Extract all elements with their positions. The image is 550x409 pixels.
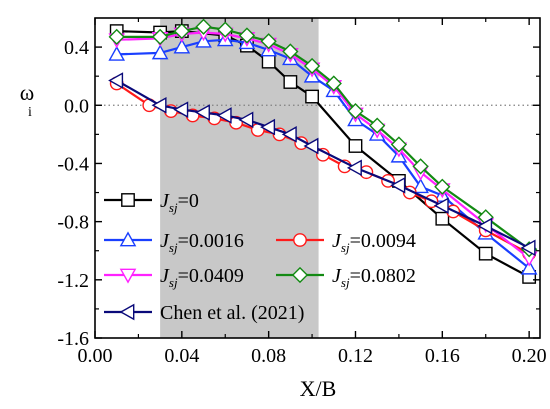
data-point: [412, 158, 429, 175]
plot-frame-layer: [94, 17, 541, 339]
data-point: [217, 21, 234, 38]
legend-entry-0: Jsj=0: [104, 190, 199, 215]
x-tick-label: 0.20: [512, 345, 547, 367]
data-point: [347, 102, 364, 120]
data-point: [173, 38, 191, 54]
x-tick-label: 0.12: [338, 345, 373, 367]
data-point: [325, 75, 342, 92]
legend-entry-1: Jsj=0.0016: [104, 230, 244, 255]
data-point: [260, 33, 277, 50]
data-point: [260, 118, 276, 136]
legend-marker: [119, 268, 137, 284]
x-tick-label: 0.04: [164, 345, 199, 367]
legend: Jsj=0 Jsj=0.0016 Jsj=0.0094 Jsj=0.0409 Jsj=0…: [104, 190, 416, 324]
series-5: [108, 72, 536, 257]
data-point: [108, 45, 126, 61]
data-point: [412, 178, 429, 194]
data-point: [369, 117, 386, 134]
series-layer: [108, 18, 538, 284]
data-point: [478, 246, 493, 261]
y-tick-label: -1.6: [57, 328, 89, 350]
legend-marker: [293, 233, 307, 247]
data-point: [195, 18, 212, 35]
x-tick-label: 0.16: [425, 345, 460, 367]
tick-layer: 0.00 0.04 0.08 0.12 0.16 0.20 0.4 0.0 -0.4 -0.8 -1…: [57, 18, 547, 367]
data-point: [108, 72, 124, 89]
x-tick-label: 0.08: [251, 345, 286, 367]
data-point: [435, 211, 450, 226]
legend-entry-5: Chen et al. (2021): [104, 302, 304, 324]
data-point: [282, 43, 299, 60]
y-tick-label: -0.4: [57, 153, 89, 175]
legend-marker: [119, 303, 135, 321]
y-tick-label: -1.2: [57, 270, 89, 292]
data-point: [238, 111, 254, 129]
data-point: [520, 259, 538, 275]
legend-entry-3: Jsj=0.0409: [104, 265, 244, 290]
data-point: [346, 159, 362, 177]
data-point: [303, 57, 321, 75]
data-point: [108, 28, 125, 46]
data-point: [303, 137, 319, 155]
data-point: [151, 96, 167, 114]
y-tick-label: 0.4: [64, 37, 89, 59]
shaded-region: [160, 18, 319, 338]
plot-frame: [94, 17, 541, 339]
y-axis-title-sub: i: [28, 105, 32, 120]
data-point: [281, 126, 297, 143]
legend-marker: [119, 231, 137, 247]
y-axis-title-main: ω: [20, 80, 34, 105]
legend-label: Chen et al. (2021): [160, 302, 304, 324]
shaded-region-layer: [160, 18, 319, 338]
legend-entry-4: Jsj=0.0802: [276, 265, 416, 290]
data-point: [152, 28, 169, 46]
x-tick-label: 0.00: [78, 345, 113, 367]
legend-marker: [291, 266, 309, 284]
data-point: [477, 217, 493, 235]
data-point: [433, 197, 449, 214]
data-point: [283, 75, 298, 89]
y-axis-title: ω i: [20, 80, 34, 120]
legend-marker: [121, 193, 135, 207]
legend-label: Jsj=0: [160, 190, 199, 215]
data-point: [194, 104, 210, 121]
data-point: [348, 139, 363, 153]
data-point: [173, 22, 190, 40]
y-tick-label: -0.8: [57, 212, 89, 234]
data-point: [261, 54, 276, 69]
x-axis-title: X/B: [300, 376, 337, 401]
legend-label: Jsj=0.0016: [160, 230, 244, 255]
data-point: [390, 176, 406, 194]
data-point: [173, 101, 189, 118]
y-tick-label: 0.0: [64, 95, 89, 117]
data-point: [434, 178, 451, 195]
legend-entry-2: Jsj=0.0094: [276, 230, 416, 255]
legend-label: Jsj=0.0409: [160, 265, 244, 290]
data-point: [305, 89, 319, 104]
data-point: [520, 239, 536, 257]
data-point: [238, 27, 256, 44]
data-point: [390, 136, 408, 153]
legend-label: Jsj=0.0094: [332, 230, 416, 255]
data-point: [216, 107, 232, 124]
legend-label: Jsj=0.0802: [332, 265, 416, 290]
data-point: [151, 44, 169, 60]
